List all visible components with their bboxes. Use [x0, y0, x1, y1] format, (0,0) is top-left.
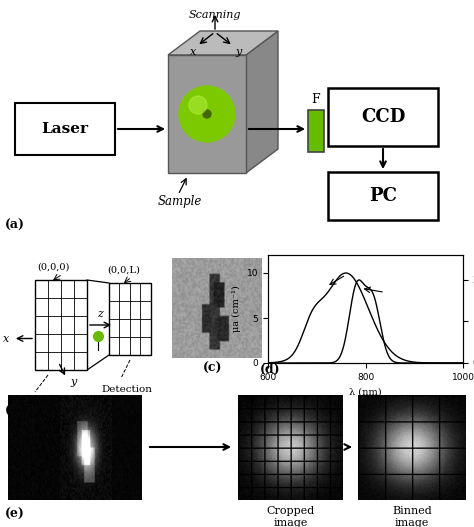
Y-axis label: μa (cm⁻¹): μa (cm⁻¹) [232, 286, 241, 333]
Text: Sample: Sample [158, 194, 202, 208]
Bar [308, 110, 324, 152]
Text: x: x [3, 334, 9, 344]
Polygon shape [168, 55, 246, 173]
Text: (a): (a) [5, 219, 25, 231]
Text: (0,0,0): (0,0,0) [37, 263, 69, 272]
Text: Cropped
image: Cropped image [266, 506, 315, 527]
Text: (b): (b) [5, 404, 26, 416]
X-axis label: λ (nm): λ (nm) [349, 387, 382, 396]
Polygon shape [168, 31, 278, 55]
Text: CCD: CCD [361, 108, 405, 126]
Text: Source
plane: Source plane [13, 400, 50, 419]
Text: x: x [190, 47, 196, 57]
Text: y: y [236, 47, 242, 57]
Polygon shape [246, 31, 278, 173]
Text: PC: PC [369, 187, 397, 205]
Text: (d): (d) [260, 363, 281, 376]
Bar [328, 88, 438, 146]
Bar [328, 172, 438, 220]
Bar [15, 103, 115, 155]
Text: Laser: Laser [42, 122, 89, 136]
Text: (e): (e) [5, 508, 25, 521]
Circle shape [203, 110, 211, 118]
Text: (0,0,L): (0,0,L) [107, 266, 140, 275]
Polygon shape [109, 283, 151, 355]
Text: y: y [71, 377, 77, 387]
Polygon shape [35, 280, 87, 370]
Text: (c): (c) [203, 362, 223, 375]
Text: F: F [312, 93, 320, 106]
Text: Detection
plane: Detection plane [101, 385, 152, 404]
Text: z: z [98, 309, 103, 319]
Text: Scanning: Scanning [189, 10, 241, 20]
Text: Binned
image: Binned image [392, 506, 432, 527]
Circle shape [179, 86, 235, 142]
Circle shape [189, 96, 207, 114]
